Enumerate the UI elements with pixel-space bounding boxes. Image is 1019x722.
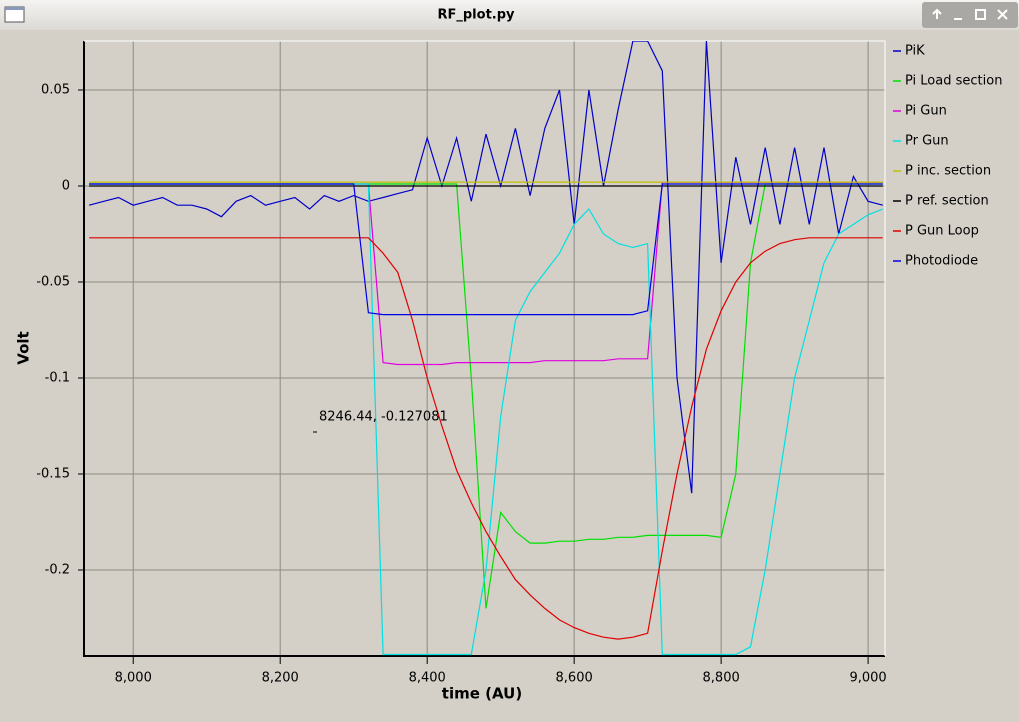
y-tick-label: -0.2 [45, 562, 70, 577]
legend-label: PiK [905, 44, 925, 59]
legend-label: P Gun Loop [905, 224, 979, 239]
axes-frame-top [84, 40, 886, 656]
title-bar [0, 0, 1019, 30]
plot-area [84, 41, 885, 656]
plot-series [88, 41, 884, 656]
annotation: 8246.44, -0.127081 [319, 410, 448, 425]
legend-label: Pr Gun [905, 134, 949, 149]
legend-label: P ref. section [905, 194, 989, 209]
axes-frame [83, 41, 885, 657]
series-line [88, 41, 883, 494]
legend-label: Pi Load section [905, 74, 1002, 89]
y-tick-label: 0 [62, 178, 70, 193]
x-tick-label: 9,000 [849, 671, 886, 686]
y-tick-label: 0.05 [41, 82, 70, 97]
x-tick-label: 8,400 [409, 671, 446, 686]
window-title: RF_plot.py [437, 8, 515, 23]
button-maximize[interactable] [975, 9, 986, 20]
series-line [89, 237, 883, 640]
y-axis-label: Volt [15, 331, 33, 364]
series-line [89, 183, 883, 316]
button-close[interactable] [997, 9, 1008, 20]
x-tick-label: 8,600 [556, 671, 593, 686]
legend-label: Pi Gun [905, 104, 947, 119]
x-tick-label: 8,000 [115, 671, 152, 686]
window-icon-bar [5, 7, 24, 10]
legend-label: Photodiode [905, 254, 978, 269]
y-tick-label: -0.1 [45, 370, 70, 385]
x-tick-label: 8,200 [262, 671, 299, 686]
x-tick-label: 8,800 [703, 671, 740, 686]
y-tick-label: -0.05 [36, 274, 70, 289]
y-tick-label: -0.15 [36, 466, 70, 481]
x-axis-label: time (AU) [442, 685, 522, 703]
legend-label: P inc. section [905, 164, 991, 179]
button-up[interactable] [932, 8, 942, 19]
window-controls [922, 2, 1018, 28]
